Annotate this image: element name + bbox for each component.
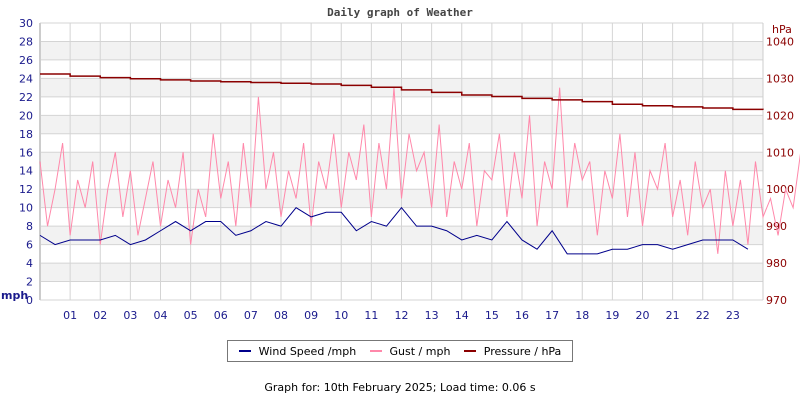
x-tick-label: 17	[545, 309, 559, 322]
gust-swatch	[369, 350, 382, 352]
legend-label-wind: Wind Speed /mph	[258, 344, 357, 358]
y-tick-label: 22	[19, 91, 33, 104]
x-tick-label: 13	[425, 309, 439, 322]
x-tick-label: 14	[455, 309, 469, 322]
x-tick-label: 05	[184, 309, 198, 322]
x-tick-label: 11	[364, 309, 378, 322]
y2-tick-label: 980	[766, 257, 787, 270]
x-tick-label: 02	[93, 309, 107, 322]
y2-tick-label: 970	[766, 294, 787, 307]
series-line-wind	[39, 206, 749, 255]
x-tick-label: 23	[726, 309, 740, 322]
y-tick-label: 0	[26, 294, 33, 307]
legend-label-gust: Gust / mph	[389, 344, 451, 358]
x-tick-label: 09	[304, 309, 318, 322]
x-tick-label: 01	[63, 309, 77, 322]
x-tick-label: 20	[636, 309, 650, 322]
y2-tick-label: 1040	[766, 35, 794, 48]
y-tick-label: 14	[19, 165, 33, 178]
y2-tick-label: 1010	[766, 146, 794, 159]
legend-item-wind: Wind Speed /mph	[238, 344, 357, 358]
y-tick-label: 30	[19, 17, 33, 30]
y-tick-label: 2	[26, 276, 33, 289]
y-tick-label: 24	[19, 72, 33, 85]
x-tick-label: 18	[575, 309, 589, 322]
y-tick-label: 10	[19, 202, 33, 215]
legend-label-pressure: Pressure / hPa	[483, 344, 562, 358]
x-tick-label: 22	[696, 309, 710, 322]
weather-chart: Daily graph of Weather024681012141618202…	[1, 6, 800, 322]
y2-tick-label: 1000	[766, 183, 794, 196]
x-tick-label: 08	[274, 309, 288, 322]
x-tick-label: 07	[244, 309, 258, 322]
legend-item-pressure: Pressure / hPa	[463, 344, 562, 358]
y-tick-label: 16	[19, 146, 33, 159]
pressure-swatch	[463, 350, 476, 352]
y2-tick-label: 1020	[766, 109, 794, 122]
x-tick-label: 19	[605, 309, 619, 322]
y-axis-label: mph	[1, 289, 28, 302]
y-tick-label: 6	[26, 239, 33, 252]
y-tick-label: 20	[19, 109, 33, 122]
x-tick-label: 15	[485, 309, 499, 322]
series-line-gust	[39, 87, 800, 254]
x-tick-label: 16	[515, 309, 529, 322]
x-tick-label: 21	[666, 309, 680, 322]
series-line-pressure	[40, 73, 764, 111]
legend: Wind Speed /mph Gust / mph Pressure / hP…	[227, 340, 573, 362]
y-tick-label: 28	[19, 35, 33, 48]
y-tick-label: 18	[19, 128, 33, 141]
y-tick-label: 26	[19, 54, 33, 67]
legend-item-gust: Gust / mph	[369, 344, 451, 358]
y-tick-label: 8	[26, 220, 33, 233]
y-tick-label: 4	[26, 257, 33, 270]
y2-tick-label: 1030	[766, 72, 794, 85]
y-tick-label: 12	[19, 183, 33, 196]
y2-axis-label: hPa	[772, 23, 792, 36]
x-tick-label: 04	[154, 309, 168, 322]
x-tick-label: 06	[214, 309, 228, 322]
x-tick-label: 12	[395, 309, 409, 322]
wind-swatch	[238, 350, 251, 352]
x-tick-label: 03	[123, 309, 137, 322]
footer-status: Graph for: 10th February 2025; Load time…	[264, 381, 536, 394]
x-tick-label: 10	[334, 309, 348, 322]
chart-title: Daily graph of Weather	[327, 6, 473, 19]
